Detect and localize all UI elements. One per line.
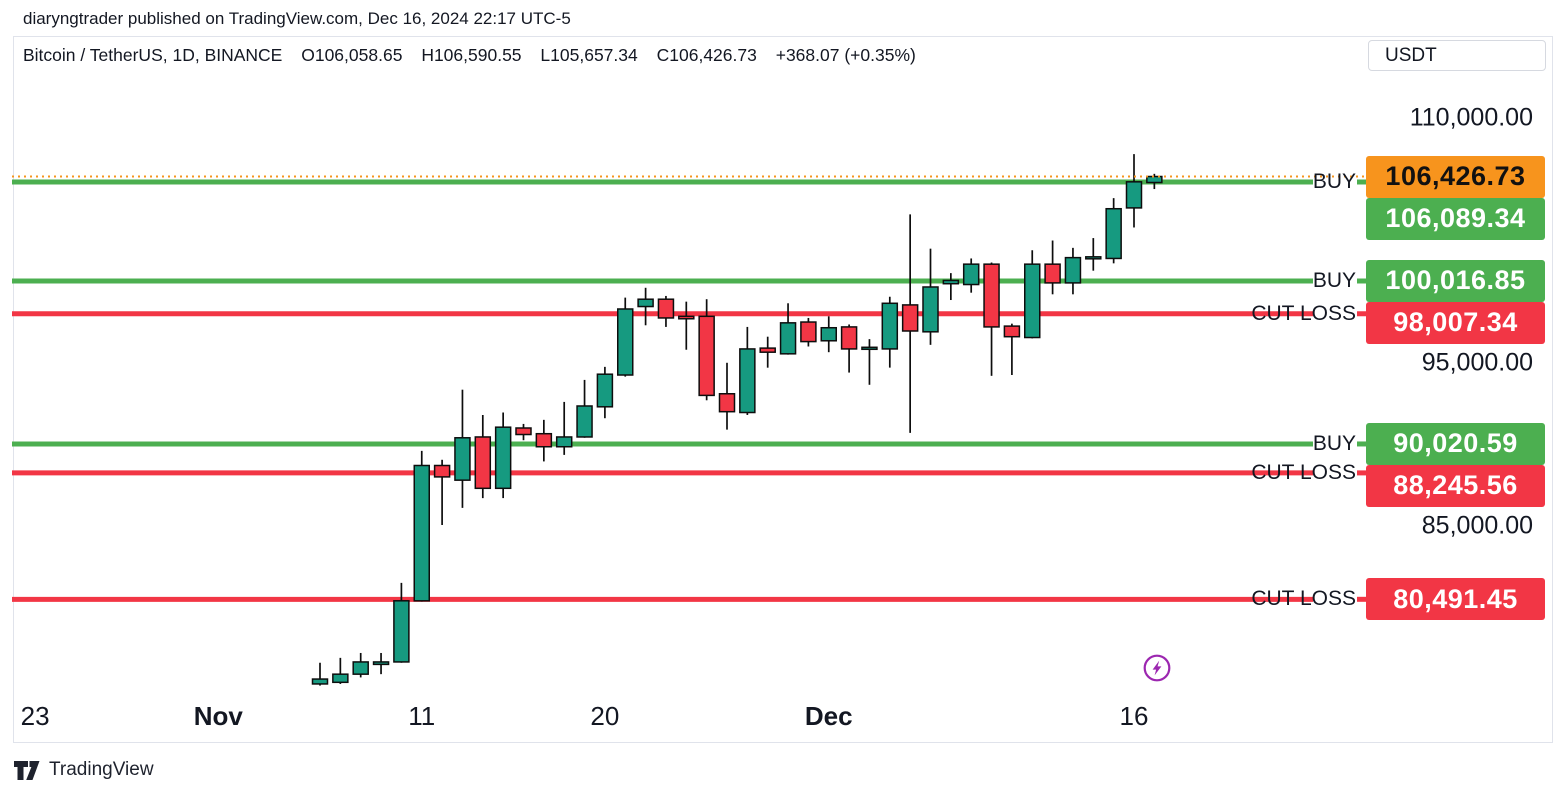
candle-body <box>352 661 369 675</box>
candle-body <box>555 436 573 448</box>
cut_loss-price-label: 98,007.34 <box>1366 301 1545 344</box>
tradingview-attribution-link[interactable]: TradingView <box>14 759 154 781</box>
price-axis-label: 110,000.00 <box>1409 103 1533 132</box>
date-axis-label: 23 <box>20 701 50 731</box>
buy-price-label: 90,020.59 <box>1366 422 1545 465</box>
candle-body <box>901 304 919 332</box>
buy-price-label: 100,016.85 <box>1366 259 1545 302</box>
price-axis-label: 85,000.00 <box>1421 511 1533 540</box>
cut_loss-label-text: CUT LOSS <box>1251 460 1356 484</box>
lightning-bolt-icon <box>1152 660 1162 676</box>
candle-body <box>596 373 614 408</box>
date-axis-label: Nov <box>193 701 243 731</box>
candle-body <box>881 302 899 350</box>
candle-body <box>535 432 553 448</box>
date-axis-label: Dec <box>804 701 853 731</box>
tradingview-logo-text: TradingView <box>49 759 154 780</box>
date-axis-label: 11 <box>408 701 436 731</box>
candle-body <box>1064 256 1082 284</box>
candle-body <box>1125 181 1143 209</box>
cut_loss-price-label: 88,245.56 <box>1366 464 1545 507</box>
candle-body <box>332 673 349 684</box>
candle-body <box>922 286 939 333</box>
price-axis-label: 95,000.00 <box>1421 348 1533 377</box>
candle-body <box>576 405 593 438</box>
symbol-title: Bitcoin / TetherUS, 1D, BINANCE <box>23 45 283 65</box>
flash-icon-button[interactable] <box>1142 653 1172 683</box>
candle-body <box>1003 325 1021 338</box>
candle-body <box>1024 263 1041 339</box>
candle-body <box>739 348 756 414</box>
candle-body <box>311 678 329 685</box>
last-price-label: 106,426.73 <box>1366 155 1545 198</box>
candle-body <box>779 322 797 355</box>
candle-body <box>1105 207 1122 260</box>
candle-body <box>861 346 878 351</box>
candle-body <box>617 308 634 376</box>
candle-body <box>820 326 837 342</box>
ohlc-high: H106,590.55 <box>421 45 522 65</box>
candle-body <box>494 426 512 490</box>
cut_loss-label-text: CUT LOSS <box>1251 587 1356 611</box>
buy-label-text: BUY <box>1312 170 1356 193</box>
candle-body <box>372 661 390 666</box>
candle-body <box>1044 263 1061 284</box>
candle-body <box>840 326 858 350</box>
candle-body <box>637 298 654 308</box>
symbol-header: Bitcoin / TetherUS, 1D, BINANCE O106,058… <box>23 45 930 66</box>
candle-body <box>800 321 817 343</box>
buy-price-label: 106,089.34 <box>1366 197 1545 240</box>
buy-label-text: BUY <box>1312 431 1356 455</box>
date-axis-label: 20 <box>590 701 620 731</box>
tradingview-logo-icon <box>14 760 40 780</box>
candle-body <box>515 427 532 436</box>
candle-body <box>698 315 715 397</box>
candle-body <box>962 263 980 286</box>
buy-label-text: BUY <box>1312 268 1356 292</box>
candle-body <box>759 347 776 353</box>
ohlc-close: C106,426.73 <box>656 45 757 65</box>
date-axis-label: 16 <box>1119 701 1149 731</box>
candle-body <box>657 298 675 319</box>
candle-body <box>474 436 492 490</box>
candle-body <box>454 437 471 481</box>
candle-body <box>678 315 695 320</box>
ohlc-low: L105,657.34 <box>540 45 638 65</box>
currency-toggle-button[interactable]: USDT <box>1368 40 1546 71</box>
candle-body <box>942 279 960 285</box>
candle-body <box>393 600 410 663</box>
candle-body <box>983 263 1000 328</box>
candle-body <box>433 464 451 478</box>
candle-body <box>718 393 736 413</box>
candle-body <box>413 464 430 602</box>
cut_loss-label-text: CUT LOSS <box>1251 301 1356 325</box>
chart-card <box>13 36 1553 743</box>
ohlc-change: +368.07 (+0.35%) <box>775 45 916 65</box>
attribution-text: diaryngtrader published on TradingView.c… <box>23 9 571 28</box>
candle-body <box>1146 175 1163 184</box>
ohlc-open: O106,058.65 <box>301 45 403 65</box>
cut_loss-price-label: 80,491.45 <box>1366 578 1545 621</box>
candle-body <box>1085 256 1102 260</box>
